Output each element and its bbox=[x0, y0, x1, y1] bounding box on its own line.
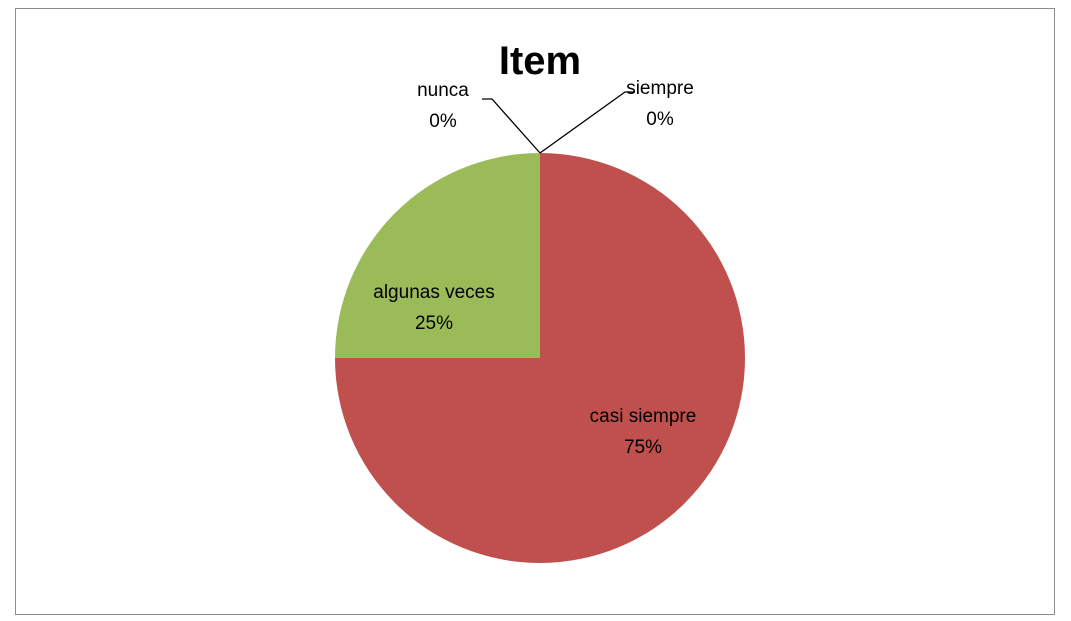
chart-title: Item bbox=[499, 39, 581, 83]
data-labels: siempre 0% casi siempre 75% algunas veces 25%… bbox=[373, 78, 696, 458]
leader-lines bbox=[482, 91, 635, 154]
pie-slices bbox=[335, 153, 745, 563]
data-label-siempre: siempre 0% bbox=[626, 78, 694, 130]
data-label-casi-siempre: casi siempre 75% bbox=[590, 406, 697, 458]
leader-line-siempre bbox=[539, 91, 635, 154]
leader-line-nunca bbox=[482, 98, 541, 154]
data-label-nunca: nunca 0% bbox=[417, 80, 469, 132]
pie-slice-algunas-veces bbox=[335, 153, 540, 358]
data-label-algunas-veces: algunas veces 25% bbox=[373, 282, 494, 334]
